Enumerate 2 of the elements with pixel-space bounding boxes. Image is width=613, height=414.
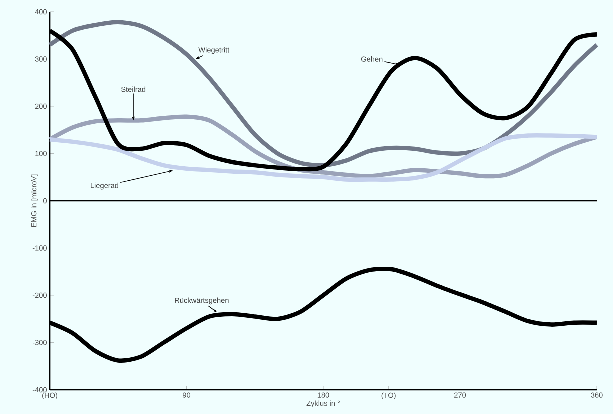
line-series [48, 114, 600, 179]
line-series [48, 133, 600, 182]
